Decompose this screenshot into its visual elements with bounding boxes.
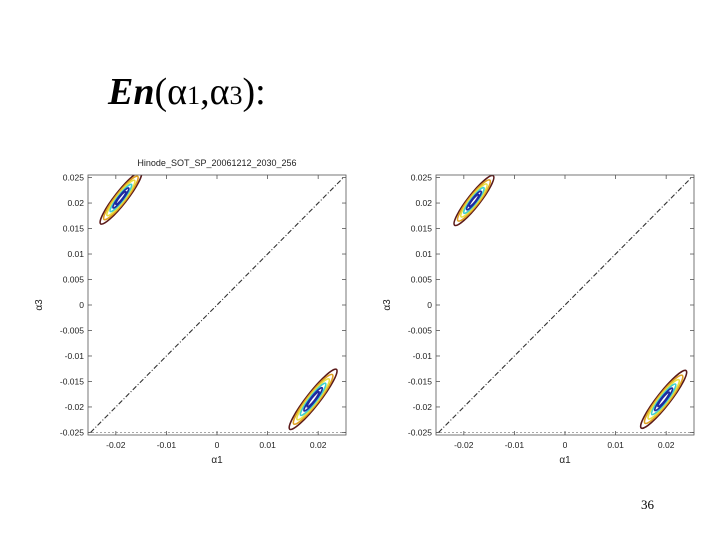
contour-plot-right-svg: 0.025 0.02 0.015 0.01 0.005 0 -0.005 -0.01 -0.01… (382, 173, 695, 466)
title-greek-1: α (167, 71, 188, 113)
title-close-paren: ): (242, 71, 266, 113)
contour-level-1-2 (647, 378, 681, 420)
y-tick-label: -0.005 (408, 325, 432, 335)
y-tick-label: 0.005 (63, 275, 85, 285)
x-tick-label: 0 (215, 440, 220, 450)
contour-level-0-5 (468, 193, 480, 208)
contour-level-1-1 (643, 374, 684, 425)
contour-plot-left-svg: Hinode_SOT_SP_20061212_2030_256 0.025 0.02… (34, 158, 347, 466)
y-tick-label: 0.01 (415, 249, 432, 259)
y-tick-label: 0.01 (67, 249, 84, 259)
contour-level-1-3 (299, 382, 327, 417)
slide-title: En(α1,α3): (108, 70, 266, 114)
x-tick-label: -0.02 (454, 440, 474, 450)
y-tick-label: -0.025 (60, 427, 84, 437)
x-tick-label: 0.02 (310, 440, 327, 450)
contour-plot-right: 0.025 0.02 0.015 0.01 0.005 0 -0.005 -0.01 -0.01… (378, 150, 696, 470)
x-tick-label: -0.02 (106, 440, 126, 450)
page-number: 36 (641, 497, 654, 512)
y-tick-label: -0.015 (408, 376, 432, 386)
x-axis-label: α1 (559, 455, 571, 466)
y-axis-label: α3 (382, 299, 393, 311)
contour-level-1-3 (650, 383, 677, 416)
contour-level-0-0 (453, 175, 495, 227)
contour-level-0-1 (102, 175, 139, 221)
contour-level-1-5 (306, 390, 320, 408)
contour-level-0-5 (114, 190, 127, 206)
y-tick-label: -0.01 (413, 351, 433, 361)
contour-level-1-5 (657, 391, 671, 408)
x-tick-label: 0 (563, 440, 568, 450)
x-tick-label: 0.01 (259, 440, 276, 450)
contour-level-1-1 (292, 373, 334, 426)
diagonal-reference-line (438, 177, 692, 433)
y-tick-label: 0.015 (63, 224, 85, 234)
contour-level-0-1 (456, 179, 492, 222)
contour-level-1-0 (288, 368, 338, 431)
y-tick-label: -0.01 (65, 351, 85, 361)
x-tick-label: 0.01 (607, 440, 624, 450)
y-tick-label: -0.025 (408, 427, 432, 437)
y-tick-label: -0.02 (65, 402, 85, 412)
plot-title: Hinode_SOT_SP_20061212_2030_256 (137, 158, 296, 168)
y-tick-label: 0.025 (411, 173, 433, 183)
contour-level-1-4 (303, 386, 324, 412)
contour-level-0-2 (459, 183, 488, 218)
y-tick-label: 0 (79, 300, 84, 310)
y-tick-label: 0.02 (415, 198, 432, 208)
y-tick-label: -0.005 (60, 325, 84, 335)
x-tick-label: 0.02 (658, 440, 675, 450)
y-tick-label: 0.02 (67, 198, 84, 208)
contour-plot-left: Hinode_SOT_SP_20061212_2030_256 0.025 0.02… (30, 150, 348, 470)
title-open-paren: ( (154, 71, 168, 113)
x-tick-label: -0.01 (505, 440, 525, 450)
y-axis-label: α3 (34, 299, 45, 311)
y-tick-label: -0.015 (60, 376, 84, 386)
title-sub-2: 3 (229, 81, 243, 110)
diagonal-reference-line (90, 177, 344, 433)
x-tick-label: -0.01 (157, 440, 177, 450)
contour-level-0-2 (106, 179, 136, 217)
y-tick-label: 0.025 (63, 173, 85, 183)
y-tick-label: 0.005 (411, 275, 433, 285)
contour-level-1-0 (639, 369, 688, 430)
x-axis-label: α1 (211, 455, 223, 466)
y-tick-label: 0 (427, 300, 432, 310)
contour-level-0-0 (99, 175, 143, 225)
y-tick-label: 0.015 (411, 224, 433, 234)
title-comma: , (200, 71, 210, 113)
contour-level-1-2 (296, 377, 331, 421)
title-sub-1: 1 (187, 81, 201, 110)
contour-level-1-4 (653, 387, 674, 412)
y-tick-label: -0.02 (413, 402, 433, 412)
title-greek-2: α (209, 71, 230, 113)
title-main: En (108, 71, 155, 113)
